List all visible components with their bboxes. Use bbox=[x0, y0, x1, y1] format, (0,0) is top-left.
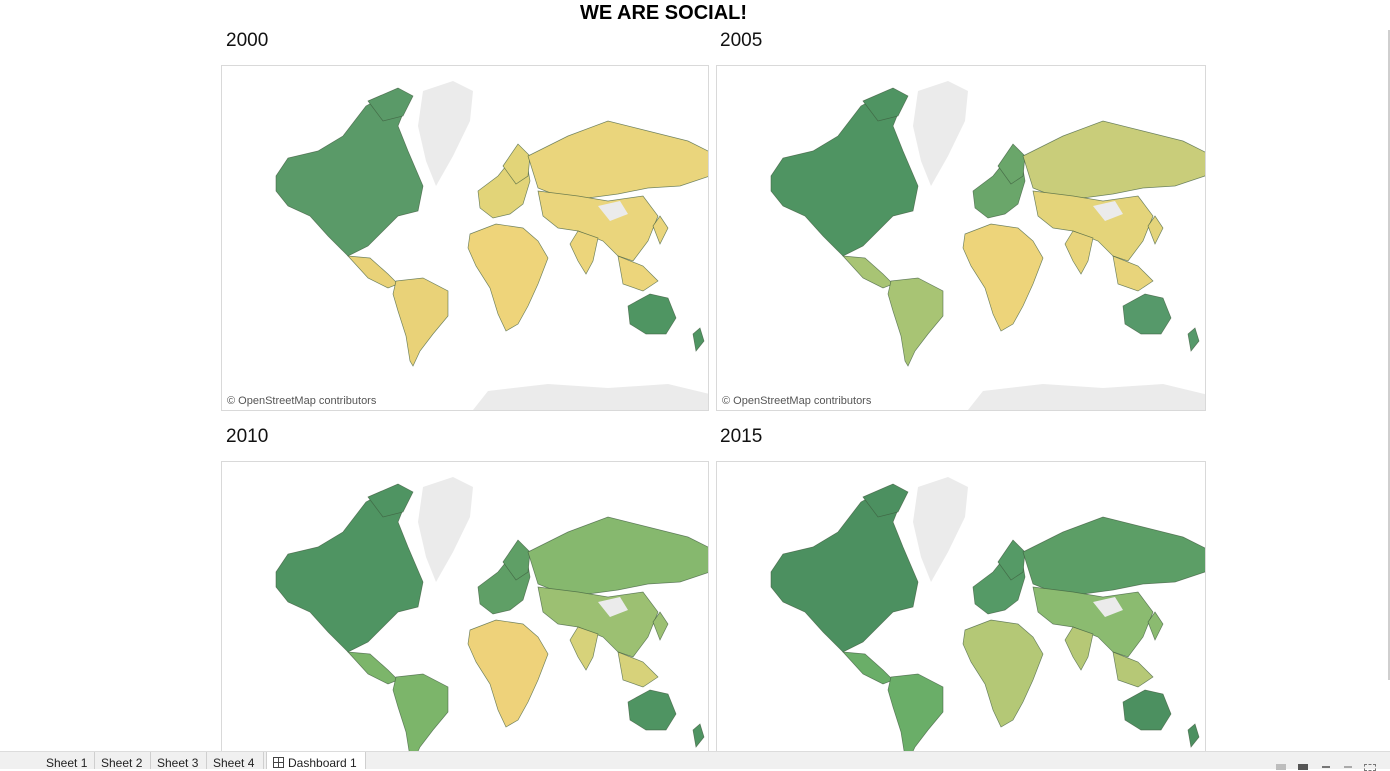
dashboard-title: WE ARE SOCIAL! bbox=[579, 2, 748, 24]
year-label-2010: 2010 bbox=[226, 426, 269, 447]
map-attribution[interactable]: © OpenStreetMap contributors bbox=[722, 395, 872, 407]
world-map-2015[interactable] bbox=[717, 462, 1205, 763]
tab-sheet-2[interactable]: Sheet 2 bbox=[95, 752, 151, 769]
canada-islands-shape[interactable] bbox=[862, 87, 909, 122]
south-asia-shape[interactable] bbox=[569, 230, 599, 275]
japan-shape[interactable] bbox=[652, 611, 669, 641]
map-panel-2010[interactable] bbox=[221, 461, 709, 763]
north-america-shape[interactable] bbox=[770, 93, 919, 257]
africa-shape[interactable] bbox=[962, 619, 1044, 728]
greenland-shape bbox=[913, 81, 968, 186]
new-zealand-shape[interactable] bbox=[1187, 723, 1200, 748]
mongolia-shape bbox=[1093, 201, 1123, 221]
southeast-asia-shape[interactable] bbox=[617, 651, 659, 688]
map-panel-2015[interactable] bbox=[716, 461, 1206, 763]
new-zealand-shape[interactable] bbox=[692, 327, 705, 352]
africa-shape[interactable] bbox=[962, 223, 1044, 332]
russia-shape[interactable] bbox=[1022, 120, 1205, 199]
south-america-shape[interactable] bbox=[887, 673, 944, 762]
central-america-shape[interactable] bbox=[842, 651, 894, 685]
tab-dashboard-label: Dashboard 1 bbox=[288, 756, 357, 769]
grid-view-icon[interactable] bbox=[1276, 764, 1286, 770]
australia-shape[interactable] bbox=[1122, 293, 1172, 335]
russia-shape[interactable] bbox=[527, 516, 708, 595]
south-america-shape[interactable] bbox=[392, 673, 449, 762]
year-label-2015: 2015 bbox=[720, 426, 763, 447]
japan-shape[interactable] bbox=[1147, 611, 1164, 641]
central-america-shape[interactable] bbox=[347, 651, 399, 685]
scandinavia-shape[interactable] bbox=[502, 143, 531, 185]
list-view-icon[interactable] bbox=[1298, 764, 1308, 770]
australia-shape[interactable] bbox=[1122, 689, 1172, 731]
greenland-shape bbox=[913, 477, 968, 582]
greenland-shape bbox=[418, 81, 473, 186]
scandinavia-shape[interactable] bbox=[502, 539, 531, 581]
new-zealand-shape[interactable] bbox=[692, 723, 705, 748]
central-america-shape[interactable] bbox=[842, 255, 894, 289]
australia-shape[interactable] bbox=[627, 689, 677, 731]
russia-shape[interactable] bbox=[527, 120, 708, 199]
scroll-left-icon[interactable] bbox=[1322, 766, 1330, 768]
world-map-2010[interactable] bbox=[222, 462, 708, 763]
mongolia-shape bbox=[598, 597, 628, 617]
asia-shape[interactable] bbox=[537, 190, 659, 262]
new-zealand-shape[interactable] bbox=[1187, 327, 1200, 352]
south-asia-shape[interactable] bbox=[569, 626, 599, 671]
mongolia-shape bbox=[598, 201, 628, 221]
asia-shape[interactable] bbox=[1032, 586, 1154, 658]
north-america-shape[interactable] bbox=[770, 489, 919, 653]
map-attribution[interactable]: © OpenStreetMap contributors bbox=[227, 395, 377, 407]
south-america-shape[interactable] bbox=[392, 277, 449, 367]
south-america-shape[interactable] bbox=[887, 277, 944, 367]
tab-dashboard-1[interactable]: Dashboard 1 bbox=[266, 752, 366, 769]
canada-islands-shape[interactable] bbox=[862, 483, 909, 518]
australia-shape[interactable] bbox=[627, 293, 677, 335]
africa-shape[interactable] bbox=[467, 619, 549, 728]
southeast-asia-shape[interactable] bbox=[1112, 651, 1154, 688]
russia-shape[interactable] bbox=[1022, 516, 1205, 595]
scrollbar-edge[interactable] bbox=[1388, 30, 1390, 680]
greenland-shape bbox=[418, 477, 473, 582]
asia-shape[interactable] bbox=[1032, 190, 1154, 262]
year-label-2005: 2005 bbox=[720, 30, 763, 51]
canada-islands-shape[interactable] bbox=[367, 483, 414, 518]
dashboard-icon bbox=[273, 757, 284, 768]
map-panel-2005[interactable]: © OpenStreetMap contributors bbox=[716, 65, 1206, 411]
world-map-2005[interactable] bbox=[717, 66, 1205, 410]
south-asia-shape[interactable] bbox=[1064, 230, 1094, 275]
japan-shape[interactable] bbox=[652, 215, 669, 245]
canada-islands-shape[interactable] bbox=[367, 87, 414, 122]
south-asia-shape[interactable] bbox=[1064, 626, 1094, 671]
central-america-shape[interactable] bbox=[347, 255, 399, 289]
scandinavia-shape[interactable] bbox=[997, 143, 1026, 185]
tab-sheet-1[interactable]: Sheet 1 bbox=[40, 752, 95, 769]
map-panel-2000[interactable]: © OpenStreetMap contributors bbox=[221, 65, 709, 411]
antarctica-shape bbox=[473, 384, 708, 410]
year-label-2000: 2000 bbox=[226, 30, 269, 51]
africa-shape[interactable] bbox=[467, 223, 549, 332]
southeast-asia-shape[interactable] bbox=[617, 255, 659, 292]
tab-sheet-4[interactable]: Sheet 4 bbox=[207, 752, 264, 769]
scroll-right-icon[interactable] bbox=[1344, 766, 1352, 768]
north-america-shape[interactable] bbox=[275, 93, 424, 257]
world-map-2000[interactable] bbox=[222, 66, 708, 410]
scandinavia-shape[interactable] bbox=[997, 539, 1026, 581]
asia-shape[interactable] bbox=[537, 586, 659, 658]
southeast-asia-shape[interactable] bbox=[1112, 255, 1154, 292]
japan-shape[interactable] bbox=[1147, 215, 1164, 245]
sheet-tab-bar: Sheet 1 Sheet 2 Sheet 3 Sheet 4 Dashboar… bbox=[0, 751, 1390, 771]
tab-sheet-3[interactable]: Sheet 3 bbox=[151, 752, 207, 769]
antarctica-shape bbox=[968, 384, 1205, 410]
north-america-shape[interactable] bbox=[275, 489, 424, 653]
mongolia-shape bbox=[1093, 597, 1123, 617]
